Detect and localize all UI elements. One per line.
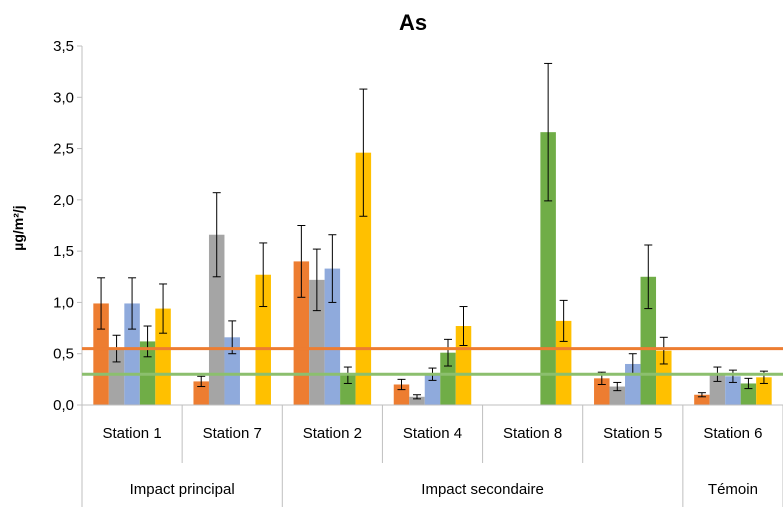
category-label: Station 6 bbox=[703, 425, 762, 442]
bar bbox=[609, 386, 626, 405]
category-label: Station 1 bbox=[102, 425, 161, 442]
category-label: Station 8 bbox=[503, 425, 562, 442]
y-tick-label: 0,0 bbox=[53, 397, 74, 414]
y-tick-label: 1,0 bbox=[53, 294, 74, 311]
bar bbox=[340, 375, 356, 405]
bar bbox=[208, 234, 225, 405]
category-label: Station 4 bbox=[403, 425, 462, 442]
group-label: Impact principal bbox=[130, 481, 235, 498]
bar bbox=[694, 394, 710, 405]
bar bbox=[424, 374, 441, 405]
bar bbox=[756, 377, 772, 405]
bar bbox=[108, 348, 125, 405]
bar bbox=[155, 308, 171, 405]
bar bbox=[540, 132, 556, 405]
category-label: Station 5 bbox=[603, 425, 662, 442]
y-axis-label: µg/m²/j bbox=[10, 205, 26, 250]
category-label: Station 2 bbox=[303, 425, 362, 442]
y-tick-label: 1,5 bbox=[53, 243, 74, 260]
y-tick-label: 0,5 bbox=[53, 346, 74, 363]
bar bbox=[594, 378, 610, 405]
bar bbox=[709, 374, 726, 405]
error-bars bbox=[97, 62, 768, 400]
bar bbox=[193, 381, 209, 405]
bar bbox=[355, 152, 372, 405]
category-label: Station 7 bbox=[203, 425, 262, 442]
bar bbox=[555, 320, 572, 405]
bar bbox=[725, 376, 741, 405]
bar bbox=[255, 274, 271, 405]
y-tick-label: 3,5 bbox=[53, 38, 74, 55]
bar bbox=[224, 337, 240, 405]
bars bbox=[93, 132, 772, 405]
axes: 0,0 0,5 1,0 1,5 2,0 2,5 3,0 3,5 bbox=[53, 38, 83, 414]
reference-lines bbox=[82, 347, 783, 376]
bar bbox=[409, 396, 425, 405]
chart-title: As bbox=[399, 10, 427, 35]
y-tick-label: 2,5 bbox=[53, 141, 74, 158]
y-tick-label: 2,0 bbox=[53, 192, 74, 209]
x-axis: Station 1 Station 7 Station 2 Station 4 Stat… bbox=[81, 404, 783, 507]
group-label: Impact secondaire bbox=[421, 481, 544, 498]
group-label: Témoin bbox=[708, 481, 758, 498]
y-tick-label: 3,0 bbox=[53, 89, 74, 106]
